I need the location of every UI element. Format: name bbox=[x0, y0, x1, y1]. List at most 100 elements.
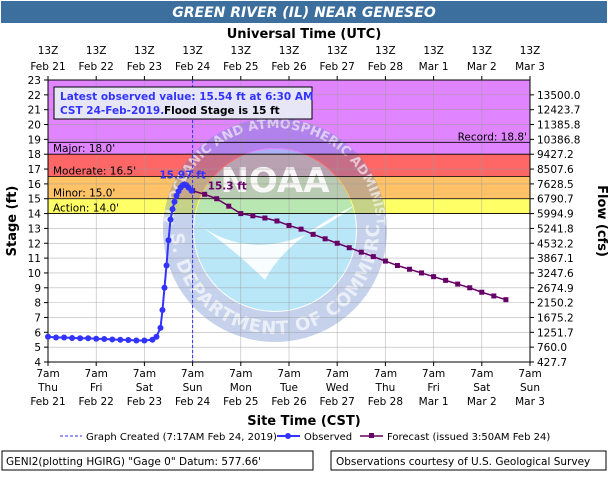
bottom-tick-date: Feb 28 bbox=[368, 396, 403, 408]
flow-tick-label: 6790.7 bbox=[537, 194, 574, 206]
noaa-logo-ring bbox=[163, 118, 387, 342]
bottom-tick-day: Sat bbox=[473, 382, 490, 394]
y-tick-label: 18 bbox=[28, 149, 41, 161]
y-tick-label: 19 bbox=[28, 134, 41, 146]
flow-tick-label: 12423.7 bbox=[537, 105, 580, 117]
series bbox=[45, 80, 509, 362]
forecast-point bbox=[503, 297, 509, 303]
top-tick-time: 13Z bbox=[134, 45, 155, 57]
bottom-tick-date: Feb 22 bbox=[79, 396, 114, 408]
forecast-point bbox=[370, 254, 376, 260]
y-tick-label: 17 bbox=[28, 164, 41, 176]
observed-point bbox=[45, 333, 51, 340]
legend-observed-marker bbox=[285, 433, 291, 439]
y-tick-label: 15 bbox=[28, 194, 41, 206]
chart-title: GREEN RIVER (IL) NEAR GENESEO bbox=[172, 5, 436, 21]
forecast-point bbox=[322, 236, 328, 242]
observed-point bbox=[171, 198, 178, 205]
info-box-flood-stage: Flood Stage is 15 ft bbox=[164, 105, 280, 117]
bottom-tick-day: Fri bbox=[427, 382, 440, 394]
info-box: Latest observed value: 15.54 ft at 6:30 … bbox=[53, 86, 313, 120]
y-tick-label: 20 bbox=[28, 120, 41, 132]
forecast-point bbox=[479, 289, 485, 295]
top-tick-date: Mar 3 bbox=[515, 61, 545, 73]
y-tick-label: 12 bbox=[28, 238, 41, 250]
bottom-tick-time: 7am bbox=[470, 368, 493, 380]
y-tick-label: 8 bbox=[34, 298, 41, 310]
observed-point bbox=[133, 337, 140, 344]
forecast-point bbox=[262, 215, 268, 221]
forecast-point bbox=[467, 285, 473, 291]
forecast-point bbox=[407, 266, 412, 272]
forecast-point bbox=[274, 218, 280, 224]
bottom-tick-day: Sun bbox=[183, 382, 203, 394]
observed-point bbox=[61, 334, 68, 341]
top-tick-date: Mar 2 bbox=[467, 61, 497, 73]
forecast-point bbox=[419, 270, 425, 276]
forecast-point bbox=[214, 196, 220, 202]
bottom-tick-day: Sat bbox=[136, 382, 153, 394]
bottom-tick-day: Mon bbox=[230, 382, 252, 394]
bottom-tick-time: 7am bbox=[374, 368, 397, 380]
forecast-point bbox=[238, 211, 244, 217]
forecast-point bbox=[202, 191, 208, 197]
footer-credit-text: Observations courtesy of U.S. Geological… bbox=[336, 456, 590, 468]
legend-forecast-marker bbox=[369, 433, 374, 438]
axes: 4567891011121314151617181920212223427.77… bbox=[28, 45, 581, 408]
flood-label-major: Major: 18.0' bbox=[53, 143, 115, 155]
flow-tick-label: 760.0 bbox=[537, 342, 567, 354]
bottom-tick-time: 7am bbox=[518, 368, 541, 380]
observed-point bbox=[125, 337, 132, 344]
top-tick-date: Feb 28 bbox=[368, 61, 403, 73]
top-tick-date: Feb 27 bbox=[320, 61, 355, 73]
forecast-point bbox=[394, 263, 400, 269]
flow-tick-label: 4532.2 bbox=[537, 238, 574, 250]
forecast-point bbox=[310, 231, 316, 237]
observed-point bbox=[161, 284, 168, 291]
title-banner bbox=[1, 1, 607, 23]
info-box-frame bbox=[53, 86, 313, 120]
top-tick-date: Feb 21 bbox=[30, 61, 65, 73]
forecast-point bbox=[298, 226, 304, 232]
y-tick-label: 10 bbox=[28, 268, 41, 280]
observed-point bbox=[117, 336, 124, 343]
noaa-logo-text: NOAA bbox=[220, 161, 330, 201]
top-tick-date: Feb 25 bbox=[223, 61, 258, 73]
observed-point bbox=[101, 335, 108, 342]
top-tick-date: Mar 1 bbox=[419, 61, 449, 73]
flood-label-minor: Minor: 15.0' bbox=[53, 188, 115, 200]
forecast-point bbox=[491, 293, 497, 299]
top-tick-time: 13Z bbox=[472, 45, 493, 57]
top-tick-date: Feb 23 bbox=[127, 61, 162, 73]
bottom-tick-time: 7am bbox=[326, 368, 349, 380]
forecast-point bbox=[455, 281, 461, 287]
top-tick-time: 13Z bbox=[231, 45, 252, 57]
observed-point bbox=[167, 216, 174, 223]
y-tick-label: 16 bbox=[28, 179, 42, 191]
observed-point bbox=[53, 334, 60, 341]
bottom-tick-time: 7am bbox=[229, 368, 252, 380]
y-tick-label: 23 bbox=[28, 75, 41, 87]
flow-tick-label: 8507.6 bbox=[537, 164, 574, 176]
legend-forecast: Forecast (issued 3:50AM Feb 24) bbox=[387, 432, 550, 443]
top-tick-date: Feb 24 bbox=[175, 61, 211, 73]
footer-left-box bbox=[1, 450, 314, 471]
bottom-axis-label: Site Time (CST) bbox=[247, 414, 360, 429]
footer-datum-text: GENI2(plotting HGIRG) "Gage 0" Datum: 57… bbox=[6, 456, 261, 468]
bottom-tick-day: Sun bbox=[520, 382, 540, 394]
right-axis-label: Flow (cfs) bbox=[594, 185, 608, 257]
observed-point bbox=[165, 237, 172, 244]
flow-tick-label: 5994.9 bbox=[537, 209, 574, 221]
observed-point bbox=[188, 187, 195, 194]
bottom-tick-date: Feb 23 bbox=[127, 396, 162, 408]
bottom-tick-day: Thu bbox=[37, 382, 58, 394]
top-tick-date: Feb 26 bbox=[271, 61, 307, 73]
forecast-point bbox=[346, 245, 352, 251]
bottom-tick-date: Mar 3 bbox=[515, 396, 545, 408]
y-tick-label: 5 bbox=[34, 342, 41, 354]
flow-tick-label: 13500.0 bbox=[537, 90, 580, 102]
observed-point bbox=[159, 307, 166, 314]
flow-tick-label: 2150.2 bbox=[537, 298, 574, 310]
